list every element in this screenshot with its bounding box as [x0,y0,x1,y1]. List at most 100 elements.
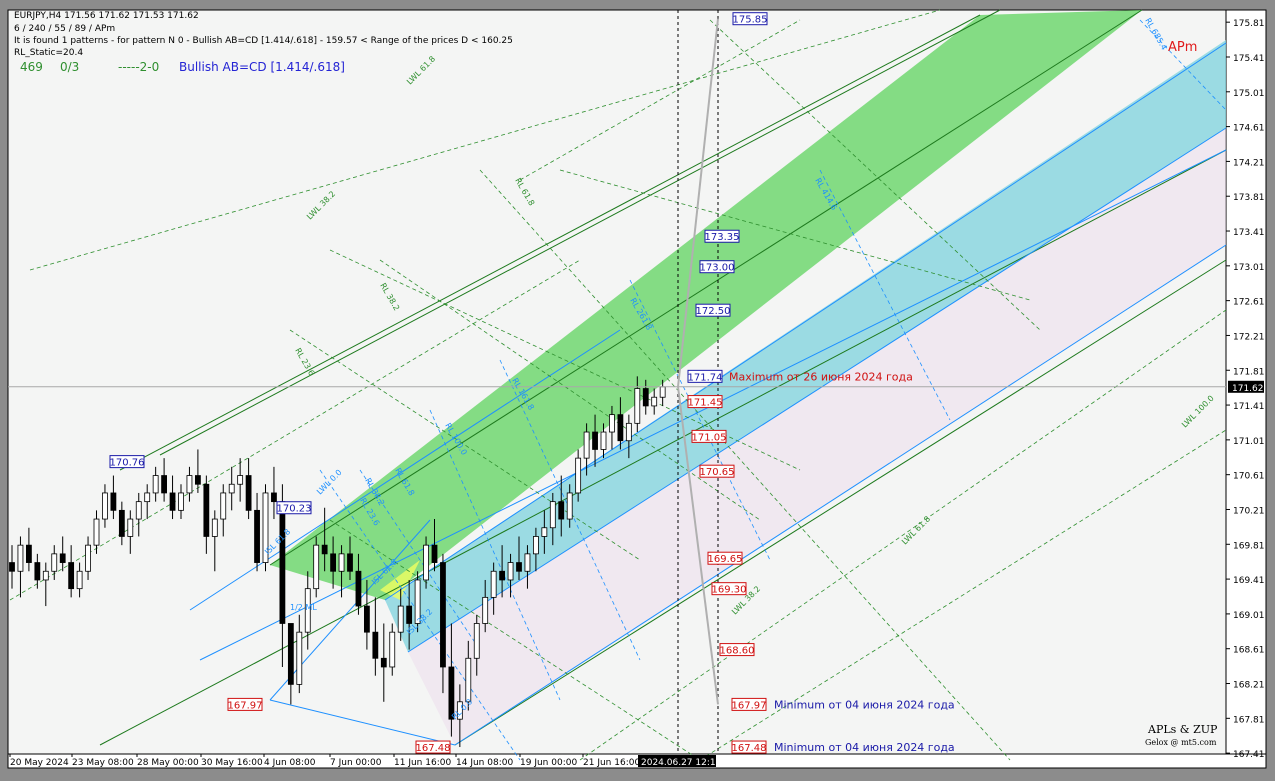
projection-down [677,386,719,705]
price-label-text: 173.35 [705,232,740,243]
candle-body [609,414,615,433]
candle-body [85,544,91,572]
candle-body [659,386,666,398]
candle-body [203,483,210,537]
time-scale [7,753,1267,769]
candle-body [161,475,168,494]
price-label-text: 169.65 [708,554,743,565]
price-label-text: 171.74 [688,372,723,383]
candle-body [541,527,548,537]
candle-body [524,553,531,572]
brand-subtitle: Gelox @ mt5.com [1145,738,1217,747]
price-label-text: 171.45 [688,398,723,409]
fib-level-line [429,409,561,701]
symbol-quote-line: EURJPY,H4 171.56 171.62 171.53 171.62 [14,11,199,21]
candle-body [279,501,286,624]
y-tick-label: 175.81 [1233,19,1265,29]
fib-level-label: 1/2 ML [290,603,317,612]
candle-body [440,562,446,668]
price-label-box [731,697,767,711]
candle-body [59,553,66,563]
price-label-box [109,455,145,469]
candle-body [287,623,294,685]
channel-line [407,127,1227,653]
candle-body [363,605,370,633]
candle-body [414,579,421,624]
candle-body [262,492,269,563]
y-tick-label: 167.81 [1233,715,1265,725]
price-label-text: 168.60 [720,646,755,657]
candle-body [490,570,497,598]
yellow-wedge [380,560,420,600]
candle-body [254,509,260,563]
cyan-channel-band [385,40,1226,652]
candle-body [178,492,184,511]
candle-body [338,553,345,572]
candle-body [68,562,75,590]
candle-body [642,388,649,407]
fib-level-line [359,469,481,651]
candle-body [456,701,463,720]
candle-body [127,518,134,537]
candle-body [25,544,32,563]
candle-body [465,657,472,703]
x-tick-label: 19 Jun 00:00 [520,758,577,768]
price-label-text: 170.23 [277,504,312,515]
y-tick-label: 173.81 [1233,193,1265,203]
price-label-text: 167.48 [732,743,767,754]
fib-level-line [499,359,641,661]
fib-level-line [479,169,1011,761]
candle-body [330,553,337,572]
candle-body [549,501,556,529]
time-cursor-text: 2024.06.27 12:17 [641,758,721,768]
price-label-box [732,12,768,26]
fib-level-line [29,9,941,271]
candle-body [634,388,641,424]
candle-body [34,562,41,581]
indicator-params-line: 6 / 240 / 55 / 89 / APm [14,24,116,34]
price-annotation: Maximum от 26 июня 2024 года [729,370,913,383]
price-label-box [415,740,451,754]
candle-body [533,536,539,555]
fib-level-line [579,309,1227,761]
current-price-box [1228,380,1264,393]
fib-level-line [709,19,1041,331]
price-annotation: Minimum от 04 июня 2024 года [774,698,955,711]
x-tick-label: 30 May 16:00 [201,758,263,768]
projection-up [677,18,719,387]
channel-line [159,9,1001,456]
fib-level-line [329,249,801,471]
y-tick-label: 175.01 [1233,89,1265,99]
y-tick-label: 175.41 [1233,54,1265,64]
candle-body [406,605,413,624]
candle-body [575,457,582,494]
candle-body [296,631,303,685]
y-tick-label: 170.61 [1233,472,1265,482]
pink-channel-band [408,128,1226,745]
candle-body [76,570,83,590]
channel-line [384,42,1227,601]
candle-body [448,666,455,720]
candle-body [135,501,142,520]
candle-body [397,605,404,633]
candle-body [321,544,328,555]
y-tick-label: 174.61 [1233,124,1265,134]
candle-body [237,475,244,485]
y-tick-label: 174.21 [1233,158,1265,168]
y-tick-label: 167.41 [1233,750,1265,760]
x-tick-label: 23 May 08:00 [72,758,134,768]
price-label-box [704,229,740,243]
candle-body [42,570,49,581]
candle-body [516,562,522,572]
x-tick-label: 4 Jun 08:00 [264,758,316,768]
current-price-text: 171.62 [1232,384,1264,394]
candle-body [617,414,624,442]
candle-body [507,562,514,581]
candle-body [186,475,193,494]
candle-body [211,518,218,537]
channel-line [189,329,621,611]
price-label-box [707,551,743,565]
candle-body [389,631,396,668]
price-label-text: 169.30 [712,585,747,596]
